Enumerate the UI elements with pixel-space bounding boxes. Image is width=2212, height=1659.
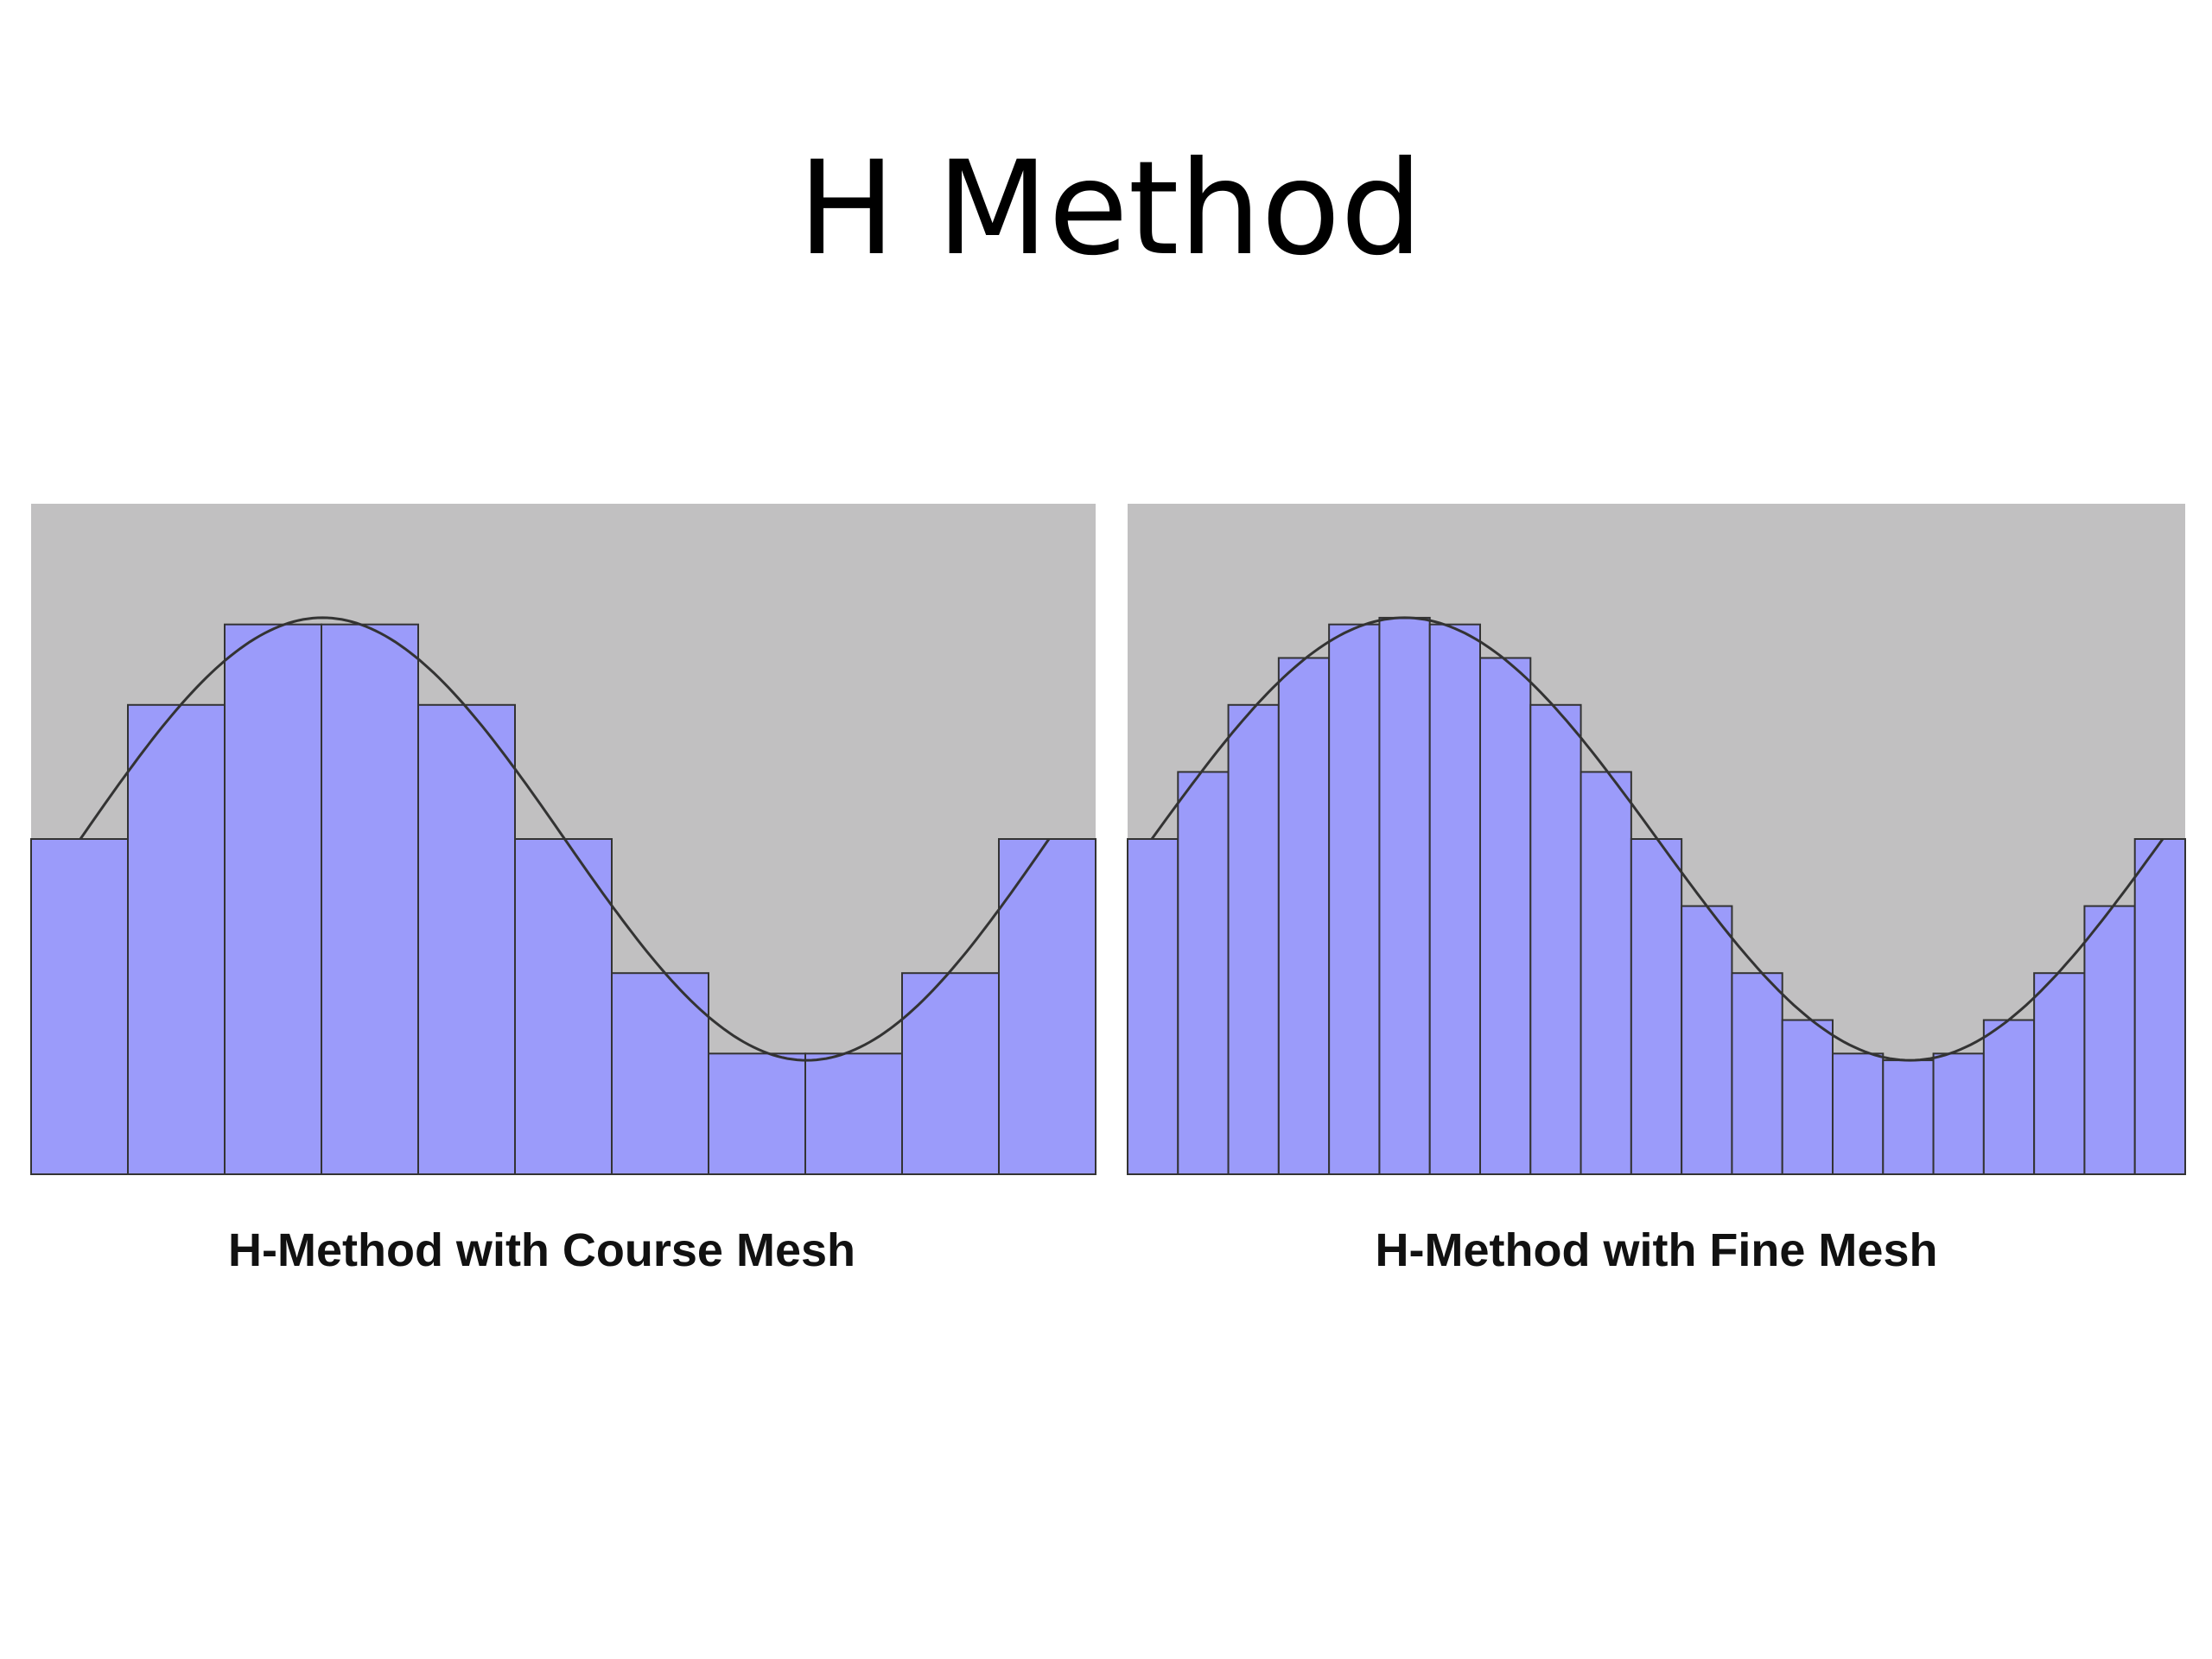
bar [127, 703, 226, 1175]
bar [1681, 905, 1733, 1175]
chart-caption: H-Method with Fine Mesh [1376, 1224, 1938, 1276]
bar [321, 623, 419, 1175]
bar [901, 972, 1000, 1175]
bar [417, 703, 516, 1175]
bar [708, 1052, 806, 1175]
bar [1328, 623, 1381, 1175]
bar [1127, 838, 1179, 1175]
bar [1428, 623, 1481, 1175]
bar [1932, 1052, 1985, 1175]
bar [1227, 703, 1280, 1175]
bar [2033, 972, 2086, 1175]
bar [804, 1052, 903, 1175]
bar [1378, 616, 1431, 1175]
bar [1731, 972, 1783, 1175]
sine-curve [79, 616, 1051, 1062]
bar [1277, 657, 1331, 1175]
bar [1580, 771, 1632, 1176]
bar [514, 838, 613, 1175]
bar [1177, 771, 1230, 1176]
bar [2133, 838, 2187, 1175]
bar [1832, 1052, 1885, 1175]
bar [998, 838, 1096, 1175]
chart-caption: H-Method with Course Mesh [228, 1224, 855, 1276]
bar [611, 972, 709, 1175]
bar [30, 838, 129, 1175]
slide-title: H Method [798, 134, 1422, 284]
bar [1982, 1019, 2036, 1176]
bar [2083, 905, 2136, 1175]
bar [224, 623, 322, 1175]
bar [1882, 1059, 1935, 1175]
sine-curve [1150, 616, 2164, 1062]
bar [1781, 1019, 1834, 1176]
bar [1529, 703, 1582, 1175]
bar [1479, 657, 1532, 1175]
bar [1630, 838, 1683, 1175]
